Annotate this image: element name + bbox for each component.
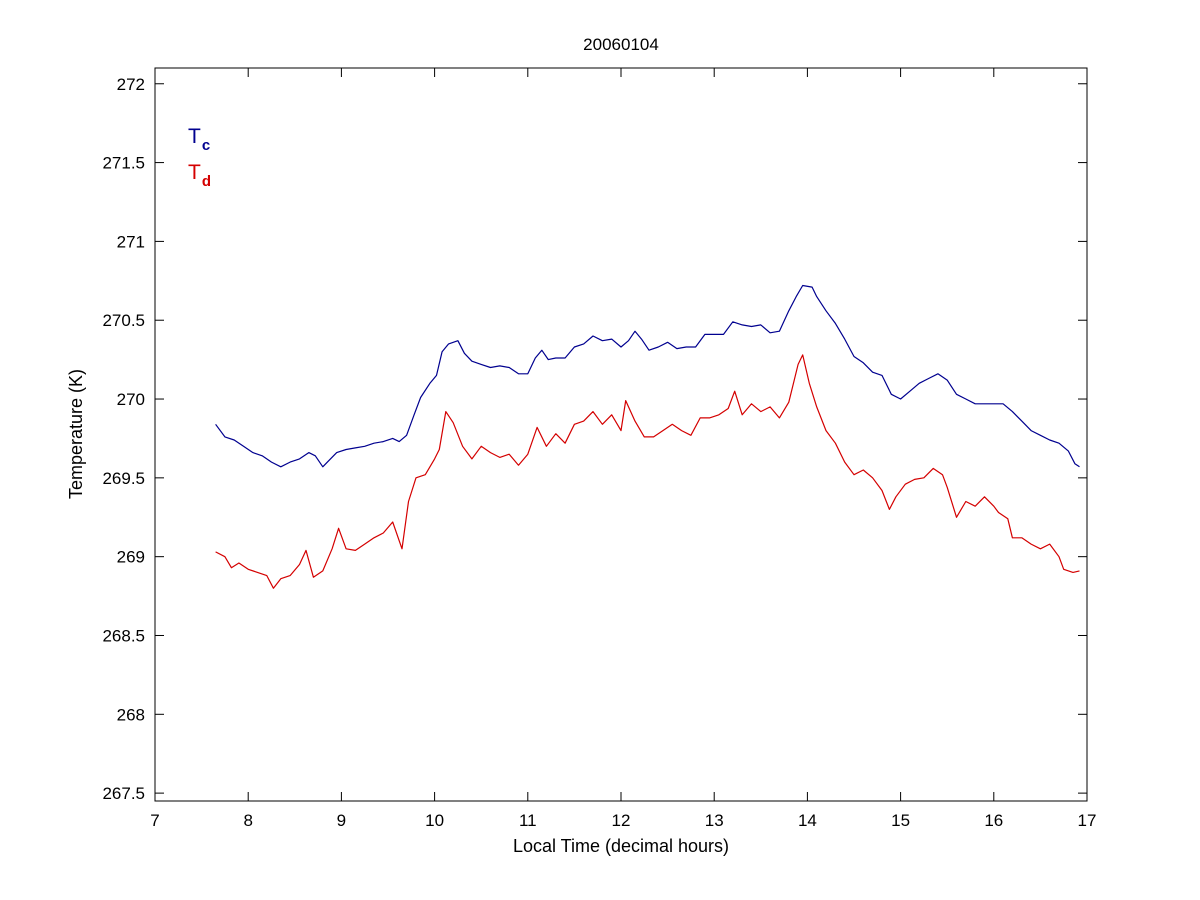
- legend-label-td: T: [188, 161, 201, 184]
- x-tick-label: 8: [243, 811, 252, 830]
- x-tick-label: 14: [798, 811, 817, 830]
- x-tick-label: 17: [1078, 811, 1097, 830]
- x-tick-label: 16: [984, 811, 1003, 830]
- x-tick-label: 11: [519, 811, 537, 830]
- legend-subscript-tc: c: [202, 137, 210, 154]
- series-line-td: [215, 354, 1080, 589]
- legend-entry-td: Td: [188, 161, 211, 190]
- y-tick-label: 267.5: [102, 784, 145, 803]
- y-tick-label: 270.5: [102, 311, 145, 330]
- y-tick-label: 268.5: [102, 626, 145, 645]
- y-tick-label: 268: [117, 705, 145, 724]
- legend-label-tc: T: [188, 125, 201, 148]
- x-tick-label: 7: [150, 811, 159, 830]
- y-tick-label: 271.5: [102, 154, 145, 173]
- y-tick-label: 270: [117, 390, 145, 409]
- legend-entry-tc: Tc: [188, 125, 210, 154]
- y-axis-label: Temperature (K): [66, 369, 86, 499]
- x-tick-label: 13: [705, 811, 724, 830]
- plot-area: [154, 67, 1088, 802]
- x-tick-label: 10: [425, 811, 444, 830]
- series-line-tc: [215, 284, 1080, 468]
- y-tick-label: 269.5: [102, 469, 145, 488]
- x-axis-label: Local Time (decimal hours): [513, 836, 729, 856]
- x-tick-label: 9: [337, 811, 346, 830]
- legend: Tc Td: [188, 125, 211, 190]
- x-tick-label: 15: [891, 811, 910, 830]
- x-tick-label: 12: [612, 811, 631, 830]
- series-layer: [215, 284, 1080, 589]
- y-tick-label: 271: [117, 232, 145, 251]
- legend-subscript-td: d: [202, 173, 211, 190]
- chart-title: 20060104: [583, 35, 659, 54]
- y-tick-label: 269: [117, 548, 145, 567]
- x-axis: 7 8 9 10 11 12 13 14 15 16 17: [150, 68, 1096, 830]
- y-tick-label: 272: [117, 75, 145, 94]
- y-axis: 267.5 268 268.5 269 269.5 270 270.5 271 271.5 272: [102, 75, 1087, 803]
